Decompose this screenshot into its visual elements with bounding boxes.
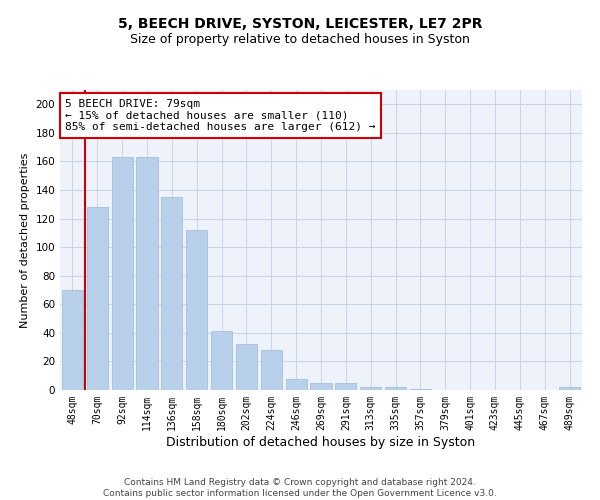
Bar	[335, 383, 356, 390]
Bar	[211, 332, 232, 390]
Bar	[559, 387, 580, 390]
Bar	[87, 207, 108, 390]
Text: 5 BEECH DRIVE: 79sqm
← 15% of detached houses are smaller (110)
85% of semi-deta: 5 BEECH DRIVE: 79sqm ← 15% of detached h…	[65, 99, 376, 132]
Bar	[286, 378, 307, 390]
Bar	[410, 388, 431, 390]
Bar	[161, 197, 182, 390]
Bar	[112, 157, 133, 390]
Bar	[310, 383, 332, 390]
Bar	[360, 387, 381, 390]
Text: Size of property relative to detached houses in Syston: Size of property relative to detached ho…	[130, 32, 470, 46]
Text: Contains HM Land Registry data © Crown copyright and database right 2024.
Contai: Contains HM Land Registry data © Crown c…	[103, 478, 497, 498]
Bar	[236, 344, 257, 390]
X-axis label: Distribution of detached houses by size in Syston: Distribution of detached houses by size …	[166, 436, 476, 448]
Bar	[186, 230, 207, 390]
Y-axis label: Number of detached properties: Number of detached properties	[20, 152, 30, 328]
Text: 5, BEECH DRIVE, SYSTON, LEICESTER, LE7 2PR: 5, BEECH DRIVE, SYSTON, LEICESTER, LE7 2…	[118, 18, 482, 32]
Bar	[261, 350, 282, 390]
Bar	[62, 290, 83, 390]
Bar	[385, 387, 406, 390]
Bar	[136, 157, 158, 390]
